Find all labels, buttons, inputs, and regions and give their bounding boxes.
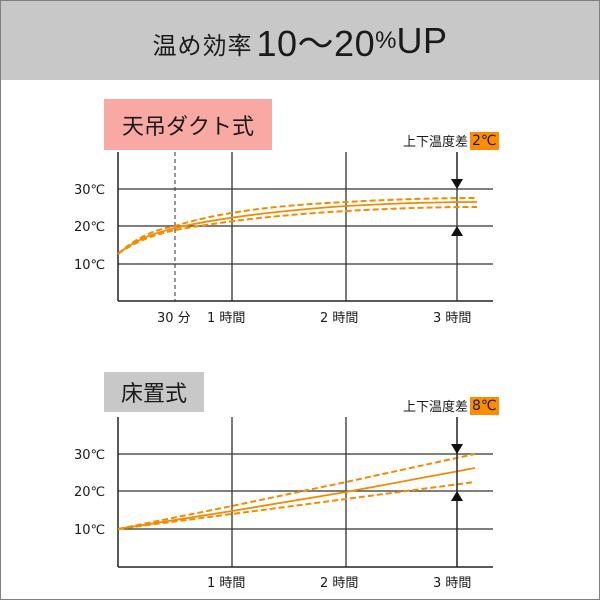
x-tick-30min: 30 分 — [157, 311, 191, 326]
arrow-down-icon — [451, 179, 463, 189]
temp-diff-label: 上下温度差 — [403, 400, 469, 415]
y-tick-20: 20℃ — [74, 220, 105, 235]
x-tick-1h: 1 時間 — [207, 311, 245, 326]
x-tick-2h: 2 時間 — [320, 311, 358, 326]
y-tick-10: 10℃ — [74, 258, 105, 273]
header-title-pct: % — [375, 26, 397, 54]
header-title-jp: 温め効率 — [152, 32, 253, 60]
y-tick-10: 10℃ — [74, 523, 105, 538]
y-tick-30: 30℃ — [74, 183, 105, 198]
series-average — [117, 467, 476, 530]
series-lower — [117, 206, 478, 255]
chart-duct: 30℃ 20℃ 10℃ 30 分 1 時間 2 時間 3 時間 — [74, 152, 493, 326]
temp-diff-duct: 上下温度差 2℃ — [403, 131, 499, 150]
header-banner: 温め効率 10〜20 % UP — [1, 1, 599, 80]
temp-diff-value-badge: 2℃ — [470, 131, 499, 150]
x-tick-3h: 3 時間 — [433, 576, 471, 591]
chart-label-floor: 床置式 — [104, 372, 204, 412]
y-tick-20: 20℃ — [74, 485, 105, 500]
y-tick-30: 30℃ — [74, 448, 105, 463]
header-title-range: 10〜20 — [256, 22, 376, 64]
series-upper — [117, 197, 478, 255]
temp-diff-floor: 上下温度差 8℃ — [403, 396, 499, 415]
chart-floor: 30℃ 20℃ 10℃ 1 時間 2 時間 3 時間 — [74, 417, 493, 591]
series-average — [117, 201, 478, 255]
arrow-down-icon — [451, 444, 463, 454]
temp-diff-value-badge: 8℃ — [470, 396, 499, 415]
temp-diff-label: 上下温度差 — [403, 135, 469, 150]
arrow-up-icon — [451, 491, 463, 501]
arrow-up-icon — [451, 226, 463, 236]
header-title-up: UP — [396, 19, 448, 61]
x-tick-2h: 2 時間 — [320, 576, 358, 591]
chart-label-duct: 天吊ダクト式 — [104, 99, 272, 150]
x-tick-3h: 3 時間 — [433, 311, 471, 326]
series-lower — [117, 481, 476, 530]
x-tick-1h: 1 時間 — [207, 576, 245, 591]
series-upper — [117, 453, 476, 530]
